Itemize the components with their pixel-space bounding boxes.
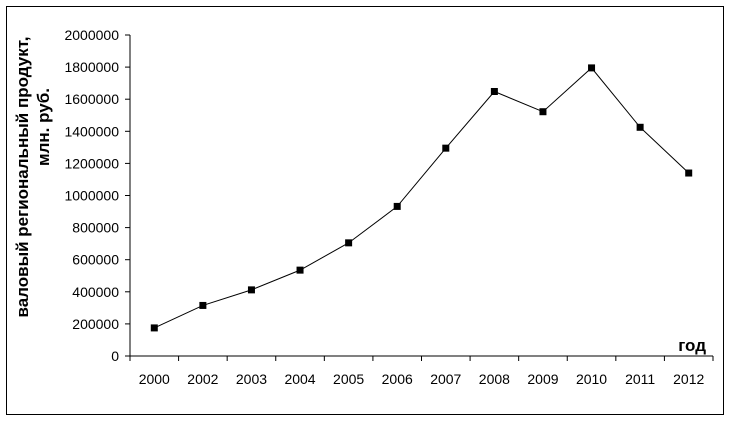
x-tick-label: 2003: [236, 371, 267, 387]
y-axis-title-line1: валовый региональный продукт,: [13, 36, 32, 317]
y-tick-label: 1600000: [64, 91, 119, 107]
data-point-marker: [588, 64, 596, 72]
data-point-marker: [393, 202, 401, 210]
y-tick-label: 400000: [72, 284, 119, 300]
x-tick-label: 2006: [382, 371, 413, 387]
chart-frame: [6, 6, 724, 415]
y-tick-label: 0: [111, 348, 119, 364]
y-tick-label: 800000: [72, 220, 119, 236]
y-axis-title-line2: млн. руб.: [34, 88, 53, 166]
x-tick-label: 2010: [576, 371, 607, 387]
y-tick-label: 1000000: [64, 188, 119, 204]
y-tick-label: 1200000: [64, 155, 119, 171]
data-point-marker: [490, 87, 498, 95]
y-tick-label: 600000: [72, 252, 119, 268]
x-tick-label: 2011: [625, 371, 655, 387]
data-point-marker: [685, 169, 693, 177]
data-point-marker: [247, 286, 255, 294]
y-tick-label: 1400000: [64, 123, 119, 139]
x-tick-label: 2008: [479, 371, 510, 387]
data-point-marker: [442, 144, 450, 152]
series-markers: [150, 64, 693, 332]
axes: [125, 34, 714, 361]
series-line-path: [154, 67, 690, 329]
x-tick-label: 2005: [333, 371, 364, 387]
y-axis-title: валовый региональный продукт, млн. руб.: [13, 36, 53, 317]
data-point-marker: [539, 108, 547, 116]
data-point-marker: [199, 301, 207, 309]
x-tick-label: 2009: [527, 371, 558, 387]
x-tick-label: 2012: [673, 371, 704, 387]
data-point-marker: [296, 266, 304, 274]
y-tick-label: 2000000: [64, 27, 119, 43]
series-line: [154, 67, 690, 329]
x-axis-title: год: [678, 336, 706, 355]
y-tick-label: 200000: [72, 316, 119, 332]
y-tick-labels: 0 200000 400000 600000 800000 1000000 1200000 1…: [64, 27, 119, 364]
x-tick-labels: 2000 2002 2003 2004 2005 2006 2007 2008 2009 2010…: [139, 371, 705, 387]
x-tick-label: 2000: [139, 371, 170, 387]
data-point-marker: [345, 239, 353, 247]
x-tick-label: 2002: [187, 371, 218, 387]
data-point-marker: [636, 123, 644, 131]
x-tick-label: 2004: [284, 371, 315, 387]
x-tick-label: 2007: [430, 371, 461, 387]
y-tick-label: 1800000: [64, 59, 119, 75]
data-point-marker: [150, 324, 158, 332]
